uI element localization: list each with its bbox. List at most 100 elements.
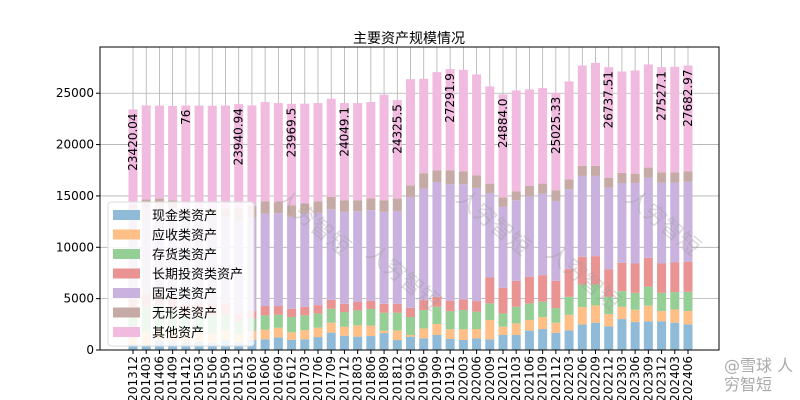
bar-segment bbox=[485, 183, 495, 193]
bar-segment bbox=[683, 291, 693, 312]
bar-segment bbox=[287, 216, 297, 309]
bar-segment bbox=[670, 309, 680, 323]
bar-segment bbox=[524, 276, 534, 304]
bar-segment bbox=[524, 320, 534, 331]
bar-segment bbox=[287, 103, 297, 206]
x-tick-label: 202109 bbox=[536, 356, 550, 400]
bar-segment bbox=[260, 213, 270, 307]
bar-segment bbox=[604, 296, 614, 315]
bar-segment bbox=[326, 332, 336, 350]
bar-segment bbox=[577, 324, 587, 350]
bar-segment bbox=[419, 173, 429, 189]
legend-swatch bbox=[113, 288, 140, 298]
bar-segment bbox=[339, 200, 349, 212]
bar-segment bbox=[339, 211, 349, 304]
bar-segment bbox=[247, 105, 257, 206]
bar-segment bbox=[392, 340, 402, 350]
bar-segment bbox=[657, 311, 667, 322]
bar-segment bbox=[657, 263, 667, 293]
bar-segment bbox=[604, 314, 614, 327]
bar-segment bbox=[485, 303, 495, 321]
bar-segment bbox=[445, 339, 455, 350]
bar-segment bbox=[472, 175, 482, 188]
bar-segment bbox=[339, 312, 349, 327]
legend-label: 应收类资产 bbox=[152, 228, 217, 244]
x-tick-label: 202103 bbox=[509, 356, 523, 400]
x-tick-label: 202212 bbox=[602, 356, 616, 400]
bar-segment bbox=[458, 171, 468, 185]
bar-segment bbox=[287, 308, 297, 318]
bar-segment bbox=[511, 90, 521, 192]
x-tick-label: 202209 bbox=[589, 356, 603, 400]
plot-border bbox=[99, 46, 720, 351]
x-tick-label: 201612 bbox=[285, 356, 299, 400]
bar-segment bbox=[498, 94, 508, 198]
bar-segment bbox=[326, 196, 336, 210]
bar-segment bbox=[392, 330, 402, 341]
bar-segment bbox=[273, 103, 283, 203]
bar-segment bbox=[353, 200, 363, 212]
x-tick-label: 201812 bbox=[390, 356, 404, 400]
x-tick-label: 202012 bbox=[496, 356, 510, 400]
bar-segment bbox=[287, 332, 297, 340]
data-label: 26737.51 bbox=[602, 71, 616, 128]
data-label: 76 bbox=[179, 110, 193, 125]
bar-segment bbox=[511, 323, 521, 336]
data-label: 24049.1 bbox=[337, 107, 351, 157]
bar-segment bbox=[458, 340, 468, 350]
bar-segment bbox=[181, 105, 191, 208]
bar-segment bbox=[551, 200, 561, 281]
bar-segment bbox=[472, 311, 482, 330]
x-tick-label: 201809 bbox=[377, 356, 391, 400]
x-tick-label: 201806 bbox=[364, 356, 378, 400]
bar-segment bbox=[643, 286, 653, 306]
bar-segment bbox=[458, 299, 468, 311]
bar-segment bbox=[577, 175, 587, 257]
bar-segment bbox=[498, 313, 508, 327]
bar-segment bbox=[485, 339, 495, 350]
bar-segment bbox=[670, 292, 680, 310]
bar-segment bbox=[379, 312, 389, 331]
bar-segment bbox=[273, 213, 283, 307]
bar-segment bbox=[683, 324, 693, 350]
legend-box bbox=[107, 201, 255, 347]
x-tick-label: 202406 bbox=[681, 356, 695, 400]
bar-segment bbox=[379, 94, 389, 201]
bar-segment bbox=[392, 210, 402, 304]
bar-segment bbox=[670, 66, 680, 173]
bar-segment bbox=[273, 202, 283, 214]
bar-segment bbox=[313, 212, 323, 306]
bar-segment bbox=[591, 165, 600, 176]
bar-segment bbox=[538, 193, 548, 276]
x-tick-label: 202309 bbox=[641, 356, 655, 400]
bar-segment bbox=[366, 210, 376, 301]
bar-segment bbox=[564, 330, 574, 350]
bar-segment bbox=[683, 311, 693, 325]
legend-swatch bbox=[113, 268, 140, 279]
bar-segment bbox=[419, 188, 429, 301]
bar-segment bbox=[392, 312, 402, 331]
x-tick-label: 201603 bbox=[245, 356, 259, 400]
bar-segment bbox=[300, 306, 310, 316]
x-axis: 201312 201403 201406 201409 201412 201503 2015… bbox=[126, 350, 695, 400]
x-tick-label: 201609 bbox=[271, 356, 285, 400]
bar-segment bbox=[524, 89, 534, 186]
legend-swatch bbox=[113, 229, 140, 240]
bar-segment bbox=[657, 67, 667, 173]
bar-segment bbox=[392, 303, 402, 313]
x-tick-label: 202206 bbox=[575, 356, 589, 400]
x-tick-label: 202006 bbox=[470, 356, 484, 400]
bar-segment bbox=[577, 65, 587, 166]
bar-segment bbox=[379, 211, 389, 304]
bar-segment bbox=[511, 200, 521, 281]
legend-label: 现金类资产 bbox=[152, 208, 217, 224]
bar-segment bbox=[472, 187, 482, 302]
bar-segment bbox=[538, 317, 548, 330]
x-tick-label: 201906 bbox=[417, 356, 431, 400]
data-label: 25025.33 bbox=[549, 97, 563, 154]
bar-segment bbox=[617, 306, 627, 320]
x-tick-label: 201403 bbox=[139, 356, 153, 400]
bar-segment bbox=[326, 98, 336, 197]
legend-swatch bbox=[113, 210, 140, 220]
bar-segment bbox=[630, 292, 640, 310]
